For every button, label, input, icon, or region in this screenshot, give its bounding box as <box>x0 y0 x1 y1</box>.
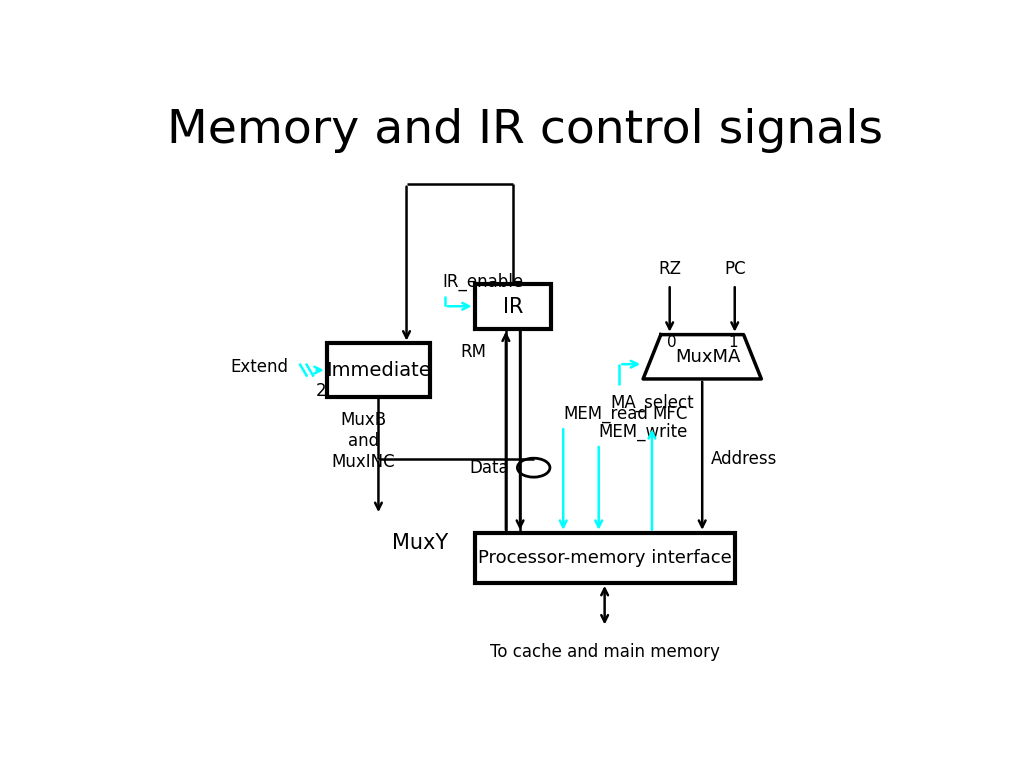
Text: Data: Data <box>469 458 509 477</box>
Text: Immediate: Immediate <box>326 361 431 379</box>
Text: RM: RM <box>461 343 486 362</box>
Text: 2: 2 <box>315 382 326 400</box>
Text: MEM_read: MEM_read <box>563 405 648 423</box>
Text: Processor-memory interface: Processor-memory interface <box>478 549 731 567</box>
FancyBboxPatch shape <box>474 284 551 329</box>
Text: MuxMA: MuxMA <box>676 348 740 366</box>
Text: IR_enable: IR_enable <box>442 273 523 291</box>
Text: 1: 1 <box>728 336 737 350</box>
Text: MuxY: MuxY <box>392 533 447 553</box>
Text: MEM_write: MEM_write <box>599 423 688 441</box>
Text: Memory and IR control signals: Memory and IR control signals <box>167 108 883 153</box>
Text: RZ: RZ <box>658 260 681 279</box>
Text: MFC: MFC <box>652 406 687 423</box>
Text: Address: Address <box>711 450 777 468</box>
Text: Extend: Extend <box>230 358 289 376</box>
Text: MuxB
and
MuxINC: MuxB and MuxINC <box>332 412 395 471</box>
Polygon shape <box>643 335 762 379</box>
Text: 0: 0 <box>667 336 676 350</box>
Text: To cache and main memory: To cache and main memory <box>489 644 720 661</box>
FancyBboxPatch shape <box>327 343 430 397</box>
FancyBboxPatch shape <box>474 533 735 583</box>
Text: PC: PC <box>724 260 745 279</box>
Text: MA_select: MA_select <box>610 394 694 412</box>
Text: IR: IR <box>503 296 523 316</box>
